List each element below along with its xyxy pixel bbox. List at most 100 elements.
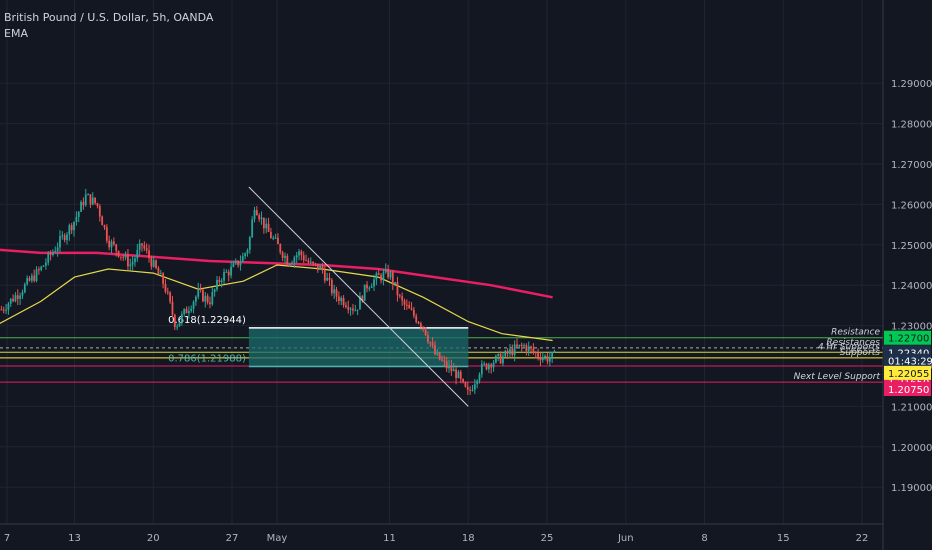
candle-body (525, 345, 528, 352)
candle-body (152, 260, 155, 267)
candle-body (513, 344, 516, 356)
candle-body (148, 250, 150, 259)
candle-body (197, 288, 200, 297)
candle-body (202, 289, 204, 302)
candle-body (82, 201, 85, 206)
candle-body (0, 309, 3, 311)
price-tag (884, 353, 931, 368)
candle-body (192, 301, 195, 309)
candle-body (35, 269, 38, 281)
candle-body (14, 295, 17, 302)
candle-body (502, 356, 504, 364)
candle-body (457, 371, 460, 378)
candle-body (518, 344, 521, 347)
candle-body (108, 240, 111, 248)
candle-body (138, 243, 141, 250)
candle-body (328, 277, 331, 280)
candle-body (492, 362, 495, 368)
candle-body (143, 245, 146, 249)
price-tick-label: 1.21000 (891, 402, 932, 413)
fib-label: 0.618(1.22944) (168, 315, 246, 326)
indicator-label[interactable]: EMA (4, 27, 28, 40)
candle-body (237, 260, 239, 266)
candle-body (544, 355, 547, 358)
candle-body (464, 382, 467, 387)
price-tick-label: 1.19000 (891, 483, 932, 494)
candle-body (441, 359, 443, 361)
candle-body (204, 295, 207, 302)
candle-body (459, 371, 462, 379)
price-tick-label: 1.20000 (891, 443, 932, 454)
candle-body (47, 253, 50, 263)
candle-body (91, 197, 94, 205)
candle-body (127, 254, 129, 267)
candle-body (429, 341, 432, 344)
candle-body (260, 217, 263, 220)
time-tick-label: 20 (147, 533, 160, 544)
candle-body (356, 309, 359, 311)
candle-body (7, 303, 10, 310)
candle-body (115, 244, 118, 251)
candle-body (136, 249, 139, 259)
candle-body (162, 273, 164, 284)
candle-body (286, 255, 289, 265)
candle-body (30, 275, 33, 281)
candle-body (480, 363, 483, 375)
candle-body (539, 357, 542, 361)
candle-body (183, 308, 186, 315)
candle-body (504, 350, 507, 357)
candle-body (171, 301, 174, 315)
candle-body (98, 206, 101, 217)
candle-body (206, 295, 209, 303)
candle-body (77, 211, 80, 218)
candle-body (291, 262, 293, 264)
candle-body (274, 237, 277, 239)
candle-body (185, 308, 188, 314)
candle-body (80, 201, 82, 212)
candle-body (490, 364, 493, 368)
price-tag-label: 1.20750 (888, 385, 929, 396)
candle-body (347, 307, 350, 310)
candle-body (546, 355, 549, 362)
candle-body (157, 268, 160, 274)
trendline[interactable] (248, 186, 469, 407)
candle-body (199, 288, 202, 290)
candle-body (424, 327, 427, 336)
level-label: Supports (840, 348, 881, 358)
candle-body (141, 243, 143, 246)
fib-label: 0.786(1.21988) (168, 353, 246, 364)
time-tick-label: May (267, 533, 288, 544)
price-axis[interactable]: 1.190001.200001.210001.220001.230001.240… (882, 0, 932, 550)
candle-body (537, 353, 539, 358)
candle-body (445, 361, 448, 369)
candle-body (434, 345, 436, 355)
candle-body (300, 251, 303, 256)
candle-body (476, 380, 479, 385)
price-tick-label: 1.28000 (891, 120, 932, 131)
candle-body (190, 308, 193, 311)
candle-body (410, 308, 413, 310)
candle-body (56, 247, 59, 252)
candle-body (530, 346, 532, 349)
candle-body (230, 266, 232, 276)
candle-body (12, 298, 14, 302)
candle-body (49, 253, 52, 255)
candle-body (396, 282, 399, 296)
candle-body (26, 278, 29, 285)
time-tick-label: 11 (383, 533, 396, 544)
candle-body (251, 219, 254, 238)
candle-body (255, 210, 258, 216)
price-tick-label: 1.24000 (891, 281, 932, 292)
candle-body (227, 271, 230, 276)
candle-body (316, 263, 319, 270)
candle-body (164, 283, 167, 292)
candle-body (117, 250, 120, 257)
candle-body (134, 258, 136, 263)
candle-body (180, 314, 183, 323)
candle-body (195, 296, 197, 302)
candle-body (277, 237, 279, 245)
candle-body (321, 265, 324, 271)
candle-body (370, 286, 373, 288)
time-axis[interactable]: 7 13 20 27 May 11 18 25 Jun 8 15 22 (0, 523, 883, 544)
